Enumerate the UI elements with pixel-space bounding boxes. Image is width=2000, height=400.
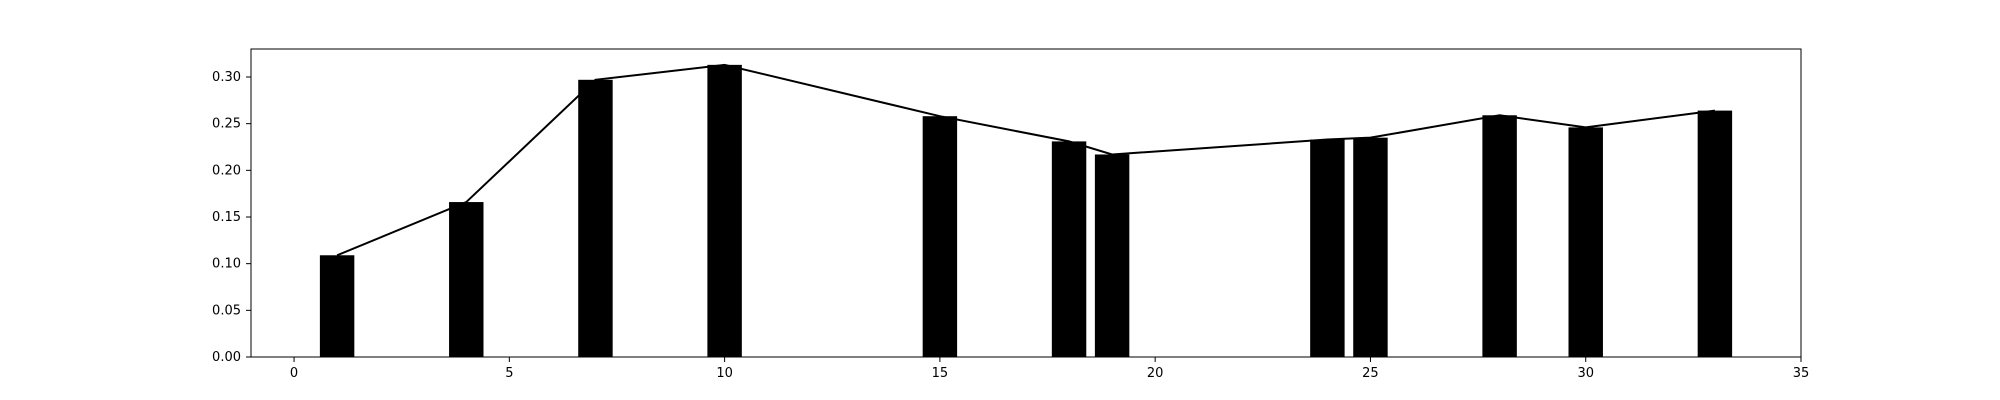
x-tick-label: 30 xyxy=(1577,366,1594,381)
bar xyxy=(1697,110,1733,357)
x-axis: 0 5 10 15 20 25 30 35 xyxy=(290,357,1809,381)
y-tick-label: 0.15 xyxy=(212,210,241,225)
trend-line xyxy=(336,63,1716,257)
y-axis: 0.00 0.05 0.10 0.15 0.20 0.25 0.30 xyxy=(212,70,251,365)
y-tick-label: 0.20 xyxy=(212,163,241,178)
bar xyxy=(1310,139,1345,357)
bar xyxy=(1482,115,1517,358)
y-tick-label: 0.10 xyxy=(212,257,241,272)
bar xyxy=(707,64,742,357)
bar xyxy=(1094,154,1130,357)
x-tick-label: 25 xyxy=(1362,366,1379,381)
bar xyxy=(922,116,958,357)
bars-group xyxy=(319,64,1733,358)
bar xyxy=(1353,137,1388,357)
x-tick-label: 5 xyxy=(505,366,513,381)
bar xyxy=(1568,127,1603,358)
plot-frame xyxy=(250,48,1802,358)
x-tick-label: 35 xyxy=(1793,366,1810,381)
x-tick-label: 20 xyxy=(1147,366,1164,381)
y-tick-label: 0.00 xyxy=(212,350,241,365)
bar xyxy=(1051,141,1087,357)
x-tick-label: 15 xyxy=(932,366,949,381)
bar xyxy=(449,202,484,357)
bar xyxy=(319,255,355,357)
x-tick-label: 0 xyxy=(290,366,298,381)
y-tick-label: 0.25 xyxy=(212,117,241,132)
y-tick-label: 0.05 xyxy=(212,303,241,318)
x-tick-label: 10 xyxy=(716,366,733,381)
y-tick-label: 0.30 xyxy=(212,70,241,85)
bar xyxy=(578,79,613,358)
